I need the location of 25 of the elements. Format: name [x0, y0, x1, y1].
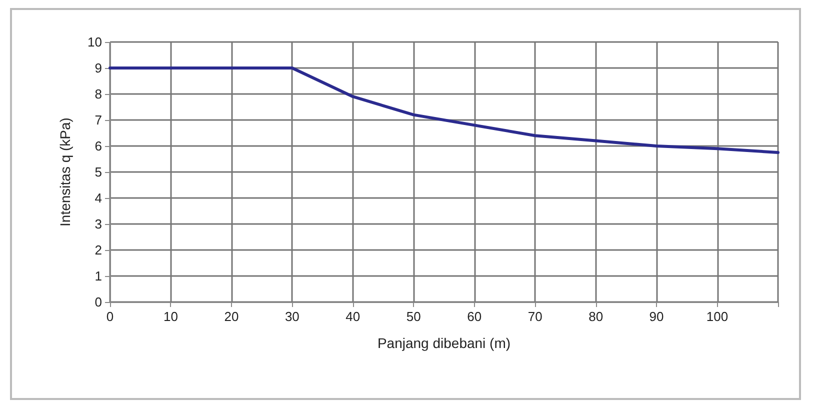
y-tick-label: 3: [94, 216, 102, 232]
x-tick-label: 50: [406, 309, 421, 324]
x-tick-label: 90: [649, 309, 664, 324]
y-tick-label: 2: [94, 242, 102, 258]
x-tick-label: 100: [706, 309, 728, 324]
x-tick-label: 80: [588, 309, 604, 324]
y-axis-title: Intensitas q (kPa): [57, 118, 73, 226]
x-tick-label: 30: [284, 309, 300, 324]
y-tick-label: 5: [94, 164, 102, 180]
y-tick-label: 8: [94, 86, 102, 102]
x-axis-title: Panjang dibebani (m): [377, 335, 511, 351]
x-tick-label: 10: [163, 309, 178, 324]
y-tick-label: 0: [94, 294, 102, 310]
y-tick-label: 7: [94, 112, 102, 128]
x-tick-label: 40: [346, 309, 360, 324]
x-tick-label: 60: [467, 309, 482, 324]
y-tick-label: 6: [94, 138, 102, 154]
x-tick-label: 0: [106, 309, 114, 324]
y-tick-label: 4: [94, 190, 102, 206]
line-series: [108, 66, 780, 154]
y-tick-label: 1: [94, 268, 102, 284]
y-tick-label: 10: [88, 34, 102, 50]
x-tick-label: 70: [528, 309, 542, 324]
x-tick-label: 20: [224, 309, 239, 324]
y-tick-label: 9: [94, 60, 102, 76]
